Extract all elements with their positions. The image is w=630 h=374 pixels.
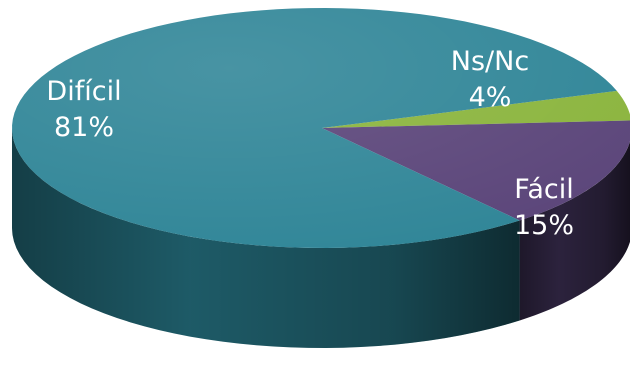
slice-value-label: 4% (469, 82, 512, 113)
slice-name-label: Difícil (46, 76, 121, 107)
slice-value-label: 15% (514, 210, 574, 241)
pie-side-shading (12, 128, 520, 348)
slice-name-label: Fácil (514, 174, 573, 205)
pie-side-shading (519, 141, 630, 321)
slice-name-label: Ns/Nc (451, 46, 529, 77)
slice-value-label: 81% (54, 112, 114, 143)
pie-top-shine (12, 8, 630, 248)
